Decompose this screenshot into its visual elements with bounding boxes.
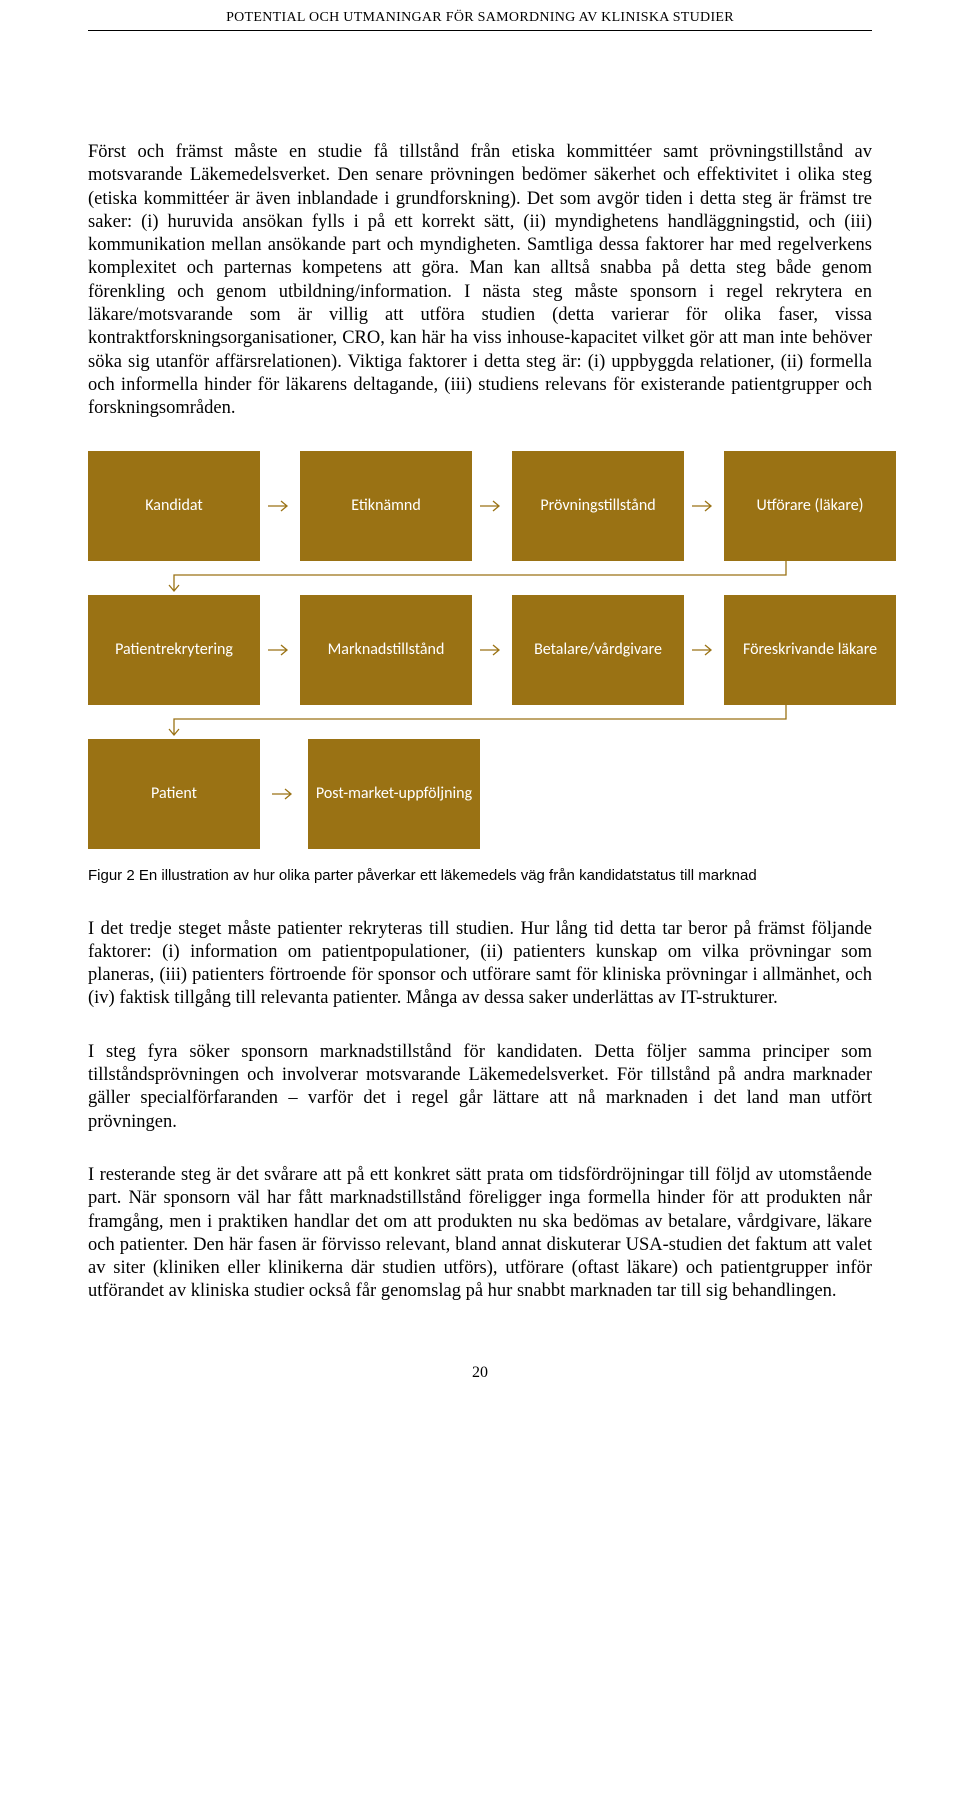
- row-connector-2: [88, 705, 872, 739]
- arrow-right-icon: [692, 499, 716, 513]
- flow-row-2: Patientrekrytering Marknadstillstånd Bet…: [88, 595, 872, 705]
- flow-box: Etiknämnd: [300, 451, 472, 561]
- flow-box: Marknadstillstånd: [300, 595, 472, 705]
- flow-box: Prövningstillstånd: [512, 451, 684, 561]
- paragraph-3: I steg fyra söker sponsorn marknadstills…: [88, 1041, 872, 1134]
- flow-box: Föreskrivande läkare: [724, 595, 896, 705]
- flow-box: Patientrekrytering: [88, 595, 260, 705]
- page-header: POTENTIAL OCH UTMANINGAR FÖR SAMORDNING …: [88, 0, 872, 31]
- flow-row-3: Patient Post-market-uppföljning: [88, 739, 872, 849]
- flow-row-1: Kandidat Etiknämnd Prövningstillstånd Ut…: [88, 451, 872, 561]
- flow-box: Utförare (läkare): [724, 451, 896, 561]
- row-connector-1: [88, 561, 872, 595]
- arrow-right-icon: [268, 499, 292, 513]
- arrow-right-icon: [268, 643, 292, 657]
- arrow-right-icon: [480, 499, 504, 513]
- arrow-right-icon: [480, 643, 504, 657]
- paragraph-4: I resterande steg är det svårare att på …: [88, 1164, 872, 1304]
- flowchart: Kandidat Etiknämnd Prövningstillstånd Ut…: [88, 451, 872, 849]
- page-number: 20: [88, 1364, 872, 1382]
- flow-box: Kandidat: [88, 451, 260, 561]
- flow-box: Patient: [88, 739, 260, 849]
- paragraph-2: I det tredje steget måste patienter rekr…: [88, 918, 872, 1011]
- figure-caption: Figur 2 En illustration av hur olika par…: [88, 867, 872, 884]
- arrow-right-icon: [692, 643, 716, 657]
- arrow-right-icon: [268, 787, 300, 801]
- flow-box: Betalare/vårdgivare: [512, 595, 684, 705]
- paragraph-1: Först och främst måste en studie få till…: [88, 141, 872, 421]
- flow-box: Post-market-uppföljning: [308, 739, 480, 849]
